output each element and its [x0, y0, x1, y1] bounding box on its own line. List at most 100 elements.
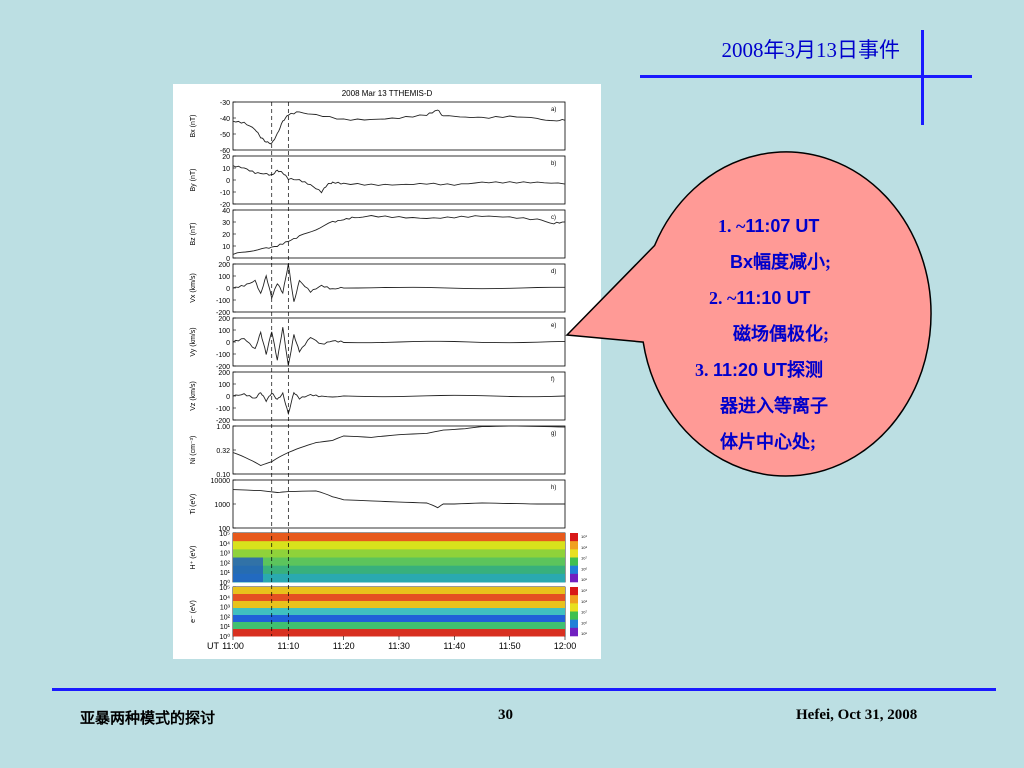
footer-title: 亚暴两种模式的探讨 [80, 711, 216, 727]
panel-label: e) [551, 323, 556, 329]
y-tick-label: 10⁰ [219, 579, 230, 587]
y-tick-label: -100 [216, 298, 230, 305]
series-line [232, 489, 565, 509]
colorbar-segment [570, 541, 578, 550]
panel-label: g) [551, 431, 556, 437]
y-tick-label: 30 [222, 220, 230, 227]
title-underline [640, 75, 972, 78]
y-tick-label: 10 [222, 166, 230, 173]
colorbar-label: 10⁷ [581, 610, 587, 615]
chart-svg: 2008 Mar 13 TTHEMIS-D a) Bx (nT) -30 -40 -50 -… [190, 89, 587, 651]
colorbar-label: 10⁶ [581, 566, 587, 571]
y-tick-label: 40 [222, 208, 230, 215]
spectrogram-band [233, 557, 565, 567]
panel-ylabel: Vz (km/s) [190, 381, 197, 411]
themis-figure: 2008 Mar 13 TTHEMIS-D a) Bx (nT) -30 -40 -50 -… [173, 84, 601, 659]
panel-label: b) [551, 161, 556, 167]
page-number: 30 [498, 707, 513, 723]
panel-label: d) [551, 269, 556, 275]
y-tick-label: -100 [216, 352, 230, 359]
x-tick-label: 12:00 [554, 641, 577, 651]
spectrogram-band [233, 549, 565, 558]
y-tick-label: 10⁵ [219, 531, 230, 538]
footer-date: Hefei, Oct 31, 2008 [796, 707, 918, 723]
callout-item-1-cont: Bx幅度减小; [730, 252, 832, 272]
y-tick-label: 100 [218, 328, 230, 335]
series-line [232, 425, 566, 466]
spectrogram-band [233, 587, 565, 595]
colorbar-segment [570, 619, 578, 629]
y-tick-label: 10⁵ [219, 585, 230, 592]
panel-ylabel: H⁺ (eV) [190, 546, 197, 570]
y-tick-label: 1000 [214, 502, 230, 509]
y-tick-label: -40 [220, 116, 230, 123]
panel-frame [232, 371, 566, 421]
y-tick-label: 0.32 [216, 448, 230, 455]
y-tick-label: 0 [226, 394, 230, 401]
colorbar-segment [570, 595, 578, 604]
y-tick-label: 100 [218, 274, 230, 281]
colorbar-label: 10⁸ [581, 545, 587, 550]
callout-item-1: 1. ~11:07 UT [718, 216, 820, 236]
spectrogram-band [233, 565, 565, 575]
callout-item-3: 3. 11:20 UT探测 [695, 360, 824, 380]
panel-ylabel: Vx (km/s) [190, 273, 197, 303]
y-tick-label: 10³ [220, 551, 231, 558]
y-tick-label: -200 [216, 310, 230, 317]
series-line [232, 263, 565, 302]
y-tick-label: 10¹ [220, 624, 231, 631]
slide-title: 2008年3月13日事件 [721, 38, 901, 62]
colorbar-label: 10⁹ [581, 534, 587, 539]
callout-item-2: 2. ~11:10 UT [709, 288, 811, 308]
y-tick-label: 10⁰ [219, 633, 230, 641]
panel-ylabel: Ni (cm⁻³) [190, 436, 197, 465]
series-line [232, 391, 566, 416]
y-tick-label: 10 [222, 244, 230, 251]
colorbar-label: 10⁵ [581, 577, 587, 582]
y-tick-label: -60 [220, 148, 230, 155]
y-tick-label: 10² [220, 560, 231, 567]
y-tick-label: 100 [218, 382, 230, 389]
colorbar-label: 10⁶ [581, 620, 587, 625]
panel-ylabel: Bz (nT) [190, 223, 197, 246]
y-tick-label: 10000 [211, 478, 231, 485]
colorbar-label: 10⁸ [581, 599, 587, 604]
y-tick-label: 10³ [220, 605, 231, 612]
callout-item-2-cont: 磁场偶极化; [733, 324, 829, 344]
callout-bubble [565, 151, 932, 477]
y-tick-label: 20 [222, 232, 230, 239]
panel-label: a) [551, 107, 556, 113]
colorbar-segment [570, 603, 578, 612]
colorbar-segment [570, 587, 578, 596]
panel-frame [232, 425, 566, 475]
footer-rule [52, 688, 996, 691]
title-vertical-rule [921, 30, 924, 125]
x-tick-label: 11:40 [443, 641, 465, 651]
y-tick-label: -50 [220, 132, 230, 139]
callout-item-3-cont2: 体片中心处; [720, 432, 816, 452]
spectrogram-band [233, 573, 565, 583]
panel-ylabel: Vy (km/s) [190, 327, 197, 356]
series-line [232, 327, 566, 366]
y-tick-label: 0.10 [216, 472, 230, 479]
x-axis-label: UT [207, 641, 219, 651]
panel-ylabel: Bx (nT) [190, 115, 197, 138]
y-tick-label: 0 [226, 340, 230, 347]
callout-text: 1. ~11:07 UT Bx幅度减小; 2. ~11:10 UT 磁场偶极化;… [648, 208, 923, 460]
series-line [232, 109, 566, 145]
spectrogram-band [233, 601, 565, 609]
series-line [232, 215, 566, 255]
x-tick-label: 11:20 [333, 641, 355, 651]
y-tick-label: 100 [218, 526, 230, 533]
y-tick-label: 0 [226, 286, 230, 293]
panel-ylabel: By (nT) [190, 169, 197, 192]
y-tick-label: -10 [220, 190, 230, 197]
panel-frame [232, 155, 566, 205]
x-tick-label: 11:50 [499, 641, 521, 651]
x-tick-label: 11:00 [222, 641, 244, 651]
panel-ylabel: Ti (eV) [190, 494, 197, 515]
spectrogram-band [233, 541, 565, 550]
colorbar-label: 10⁹ [581, 588, 587, 593]
panel-ylabel: e⁻ (eV) [190, 600, 197, 623]
panel-frame [232, 101, 566, 151]
